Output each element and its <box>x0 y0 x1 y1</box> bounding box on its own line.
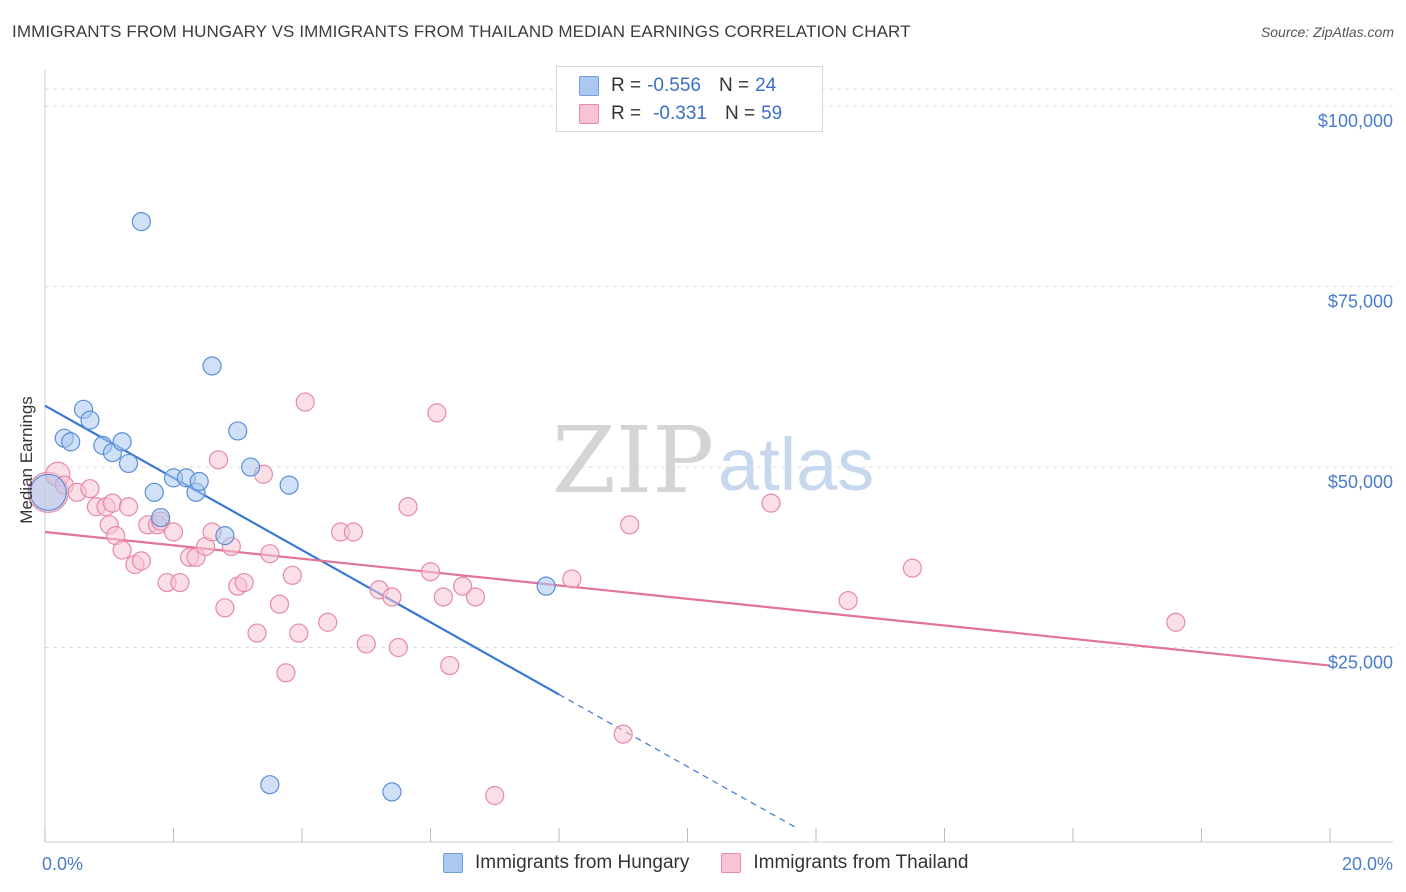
data-point-thailand <box>131 551 151 571</box>
legend-r-value: -0.556 <box>647 75 701 96</box>
data-point-hungary <box>260 775 280 795</box>
data-point-thailand <box>420 562 441 582</box>
legend-r-label: R = <box>611 75 642 96</box>
x-tick-label-right: 20.0% <box>1342 854 1393 874</box>
data-point-hungary <box>29 473 67 511</box>
data-point-thailand <box>485 785 505 806</box>
data-point-hungary <box>80 410 100 430</box>
trend-line-hungary <box>44 404 560 696</box>
series-swatch-thailand <box>721 853 742 873</box>
series-legend: Immigrants from Hungary Immigrants from … <box>443 852 1000 874</box>
legend-r-label: R = <box>611 103 642 124</box>
data-point-hungary <box>61 432 81 452</box>
y-tick-labels: $25,000 $50,000 $75,000 $100,000 <box>1318 111 1393 672</box>
data-point-hungary <box>215 526 235 546</box>
data-point-hungary <box>279 475 299 495</box>
data-point-thailand <box>289 623 309 643</box>
data-point-thailand <box>902 558 922 578</box>
data-point-hungary <box>112 432 132 452</box>
series-label-thailand: Immigrants from Thailand <box>753 852 969 873</box>
data-point-thailand <box>318 612 338 632</box>
data-point-thailand <box>761 493 781 513</box>
trend-line-thailand <box>44 530 1331 667</box>
series-legend-hungary[interactable]: Immigrants from Hungary <box>443 852 689 874</box>
legend-n-label: N = <box>724 103 756 124</box>
data-point-hungary <box>536 576 556 596</box>
data-point-hungary <box>144 482 164 502</box>
data-point-hungary <box>189 471 209 492</box>
series-swatch-hungary <box>443 853 463 873</box>
legend-n-value: 24 <box>755 75 777 96</box>
legend-swatch-thailand <box>579 104 599 124</box>
data-point-thailand <box>388 637 408 658</box>
data-point-thailand <box>382 587 402 607</box>
legend-row-hungary: R = -0.556 N = 24 <box>579 73 794 99</box>
data-point-hungary <box>151 507 171 528</box>
data-point-thailand <box>170 572 190 593</box>
data-point-thailand <box>613 724 633 744</box>
data-point-thailand <box>163 522 184 542</box>
y-tick-label: $100,000 <box>1318 111 1393 131</box>
data-point-thailand <box>1166 612 1186 632</box>
watermark-zip: ZIP <box>552 407 714 514</box>
data-point-thailand <box>118 497 139 517</box>
data-point-thailand <box>453 576 473 596</box>
data-point-hungary <box>382 782 402 802</box>
legend-r-value: -0.331 <box>653 103 707 124</box>
data-point-thailand <box>465 587 486 607</box>
data-point-hungary <box>241 457 261 477</box>
watermark-atlas: atlas <box>718 423 874 506</box>
data-point-thailand <box>276 663 296 683</box>
chart-title: IMMIGRANTS FROM HUNGARY VS IMMIGRANTS FR… <box>12 22 911 41</box>
data-point-thailand <box>102 493 123 513</box>
data-points <box>27 212 1186 806</box>
data-point-thailand <box>247 623 267 643</box>
y-tick-label: $25,000 <box>1328 653 1393 673</box>
y-tick-label: $50,000 <box>1328 472 1393 492</box>
trend-lines <box>44 404 1331 829</box>
chart-source: Source: ZipAtlas.com <box>1260 24 1394 40</box>
data-point-thailand <box>282 565 302 585</box>
legend-n-label: N = <box>718 75 750 96</box>
data-point-thailand <box>295 392 315 412</box>
data-point-hungary <box>118 453 139 474</box>
grid-lines <box>45 88 1393 649</box>
data-point-thailand <box>398 497 418 517</box>
data-point-thailand <box>80 479 100 499</box>
axes <box>44 70 1393 843</box>
data-point-thailand <box>208 450 229 470</box>
legend-row-thailand: R = -0.331 N = 59 <box>579 101 800 127</box>
data-point-thailand <box>234 572 254 593</box>
data-point-hungary <box>228 421 248 441</box>
series-label-hungary: Immigrants from Hungary <box>475 852 690 873</box>
trend-line-hungary-extrapolated <box>558 693 798 829</box>
data-point-thailand <box>433 587 453 607</box>
data-point-thailand <box>838 590 858 611</box>
legend-n-value: 59 <box>761 103 783 124</box>
correlation-legend: R = -0.556 N = 24 R = -0.331 N = 59 <box>556 66 823 132</box>
data-point-thailand <box>440 655 460 676</box>
data-point-hungary <box>131 212 151 232</box>
data-point-thailand <box>215 598 235 618</box>
series-legend-thailand[interactable]: Immigrants from Thailand <box>721 852 968 874</box>
data-point-hungary <box>202 356 222 376</box>
data-point-thailand <box>427 403 447 423</box>
data-point-thailand <box>260 544 280 564</box>
legend-swatch-hungary <box>579 76 599 96</box>
data-point-thailand <box>562 569 582 589</box>
data-point-thailand <box>269 594 290 614</box>
y-axis-title: Median Earnings <box>17 396 36 524</box>
data-point-thailand <box>343 522 363 542</box>
data-point-thailand <box>620 515 640 535</box>
y-tick-label: $75,000 <box>1328 292 1393 312</box>
x-tick-label-left: 0.0% <box>42 854 83 874</box>
data-point-thailand <box>356 634 376 654</box>
data-point-thailand <box>112 540 132 560</box>
